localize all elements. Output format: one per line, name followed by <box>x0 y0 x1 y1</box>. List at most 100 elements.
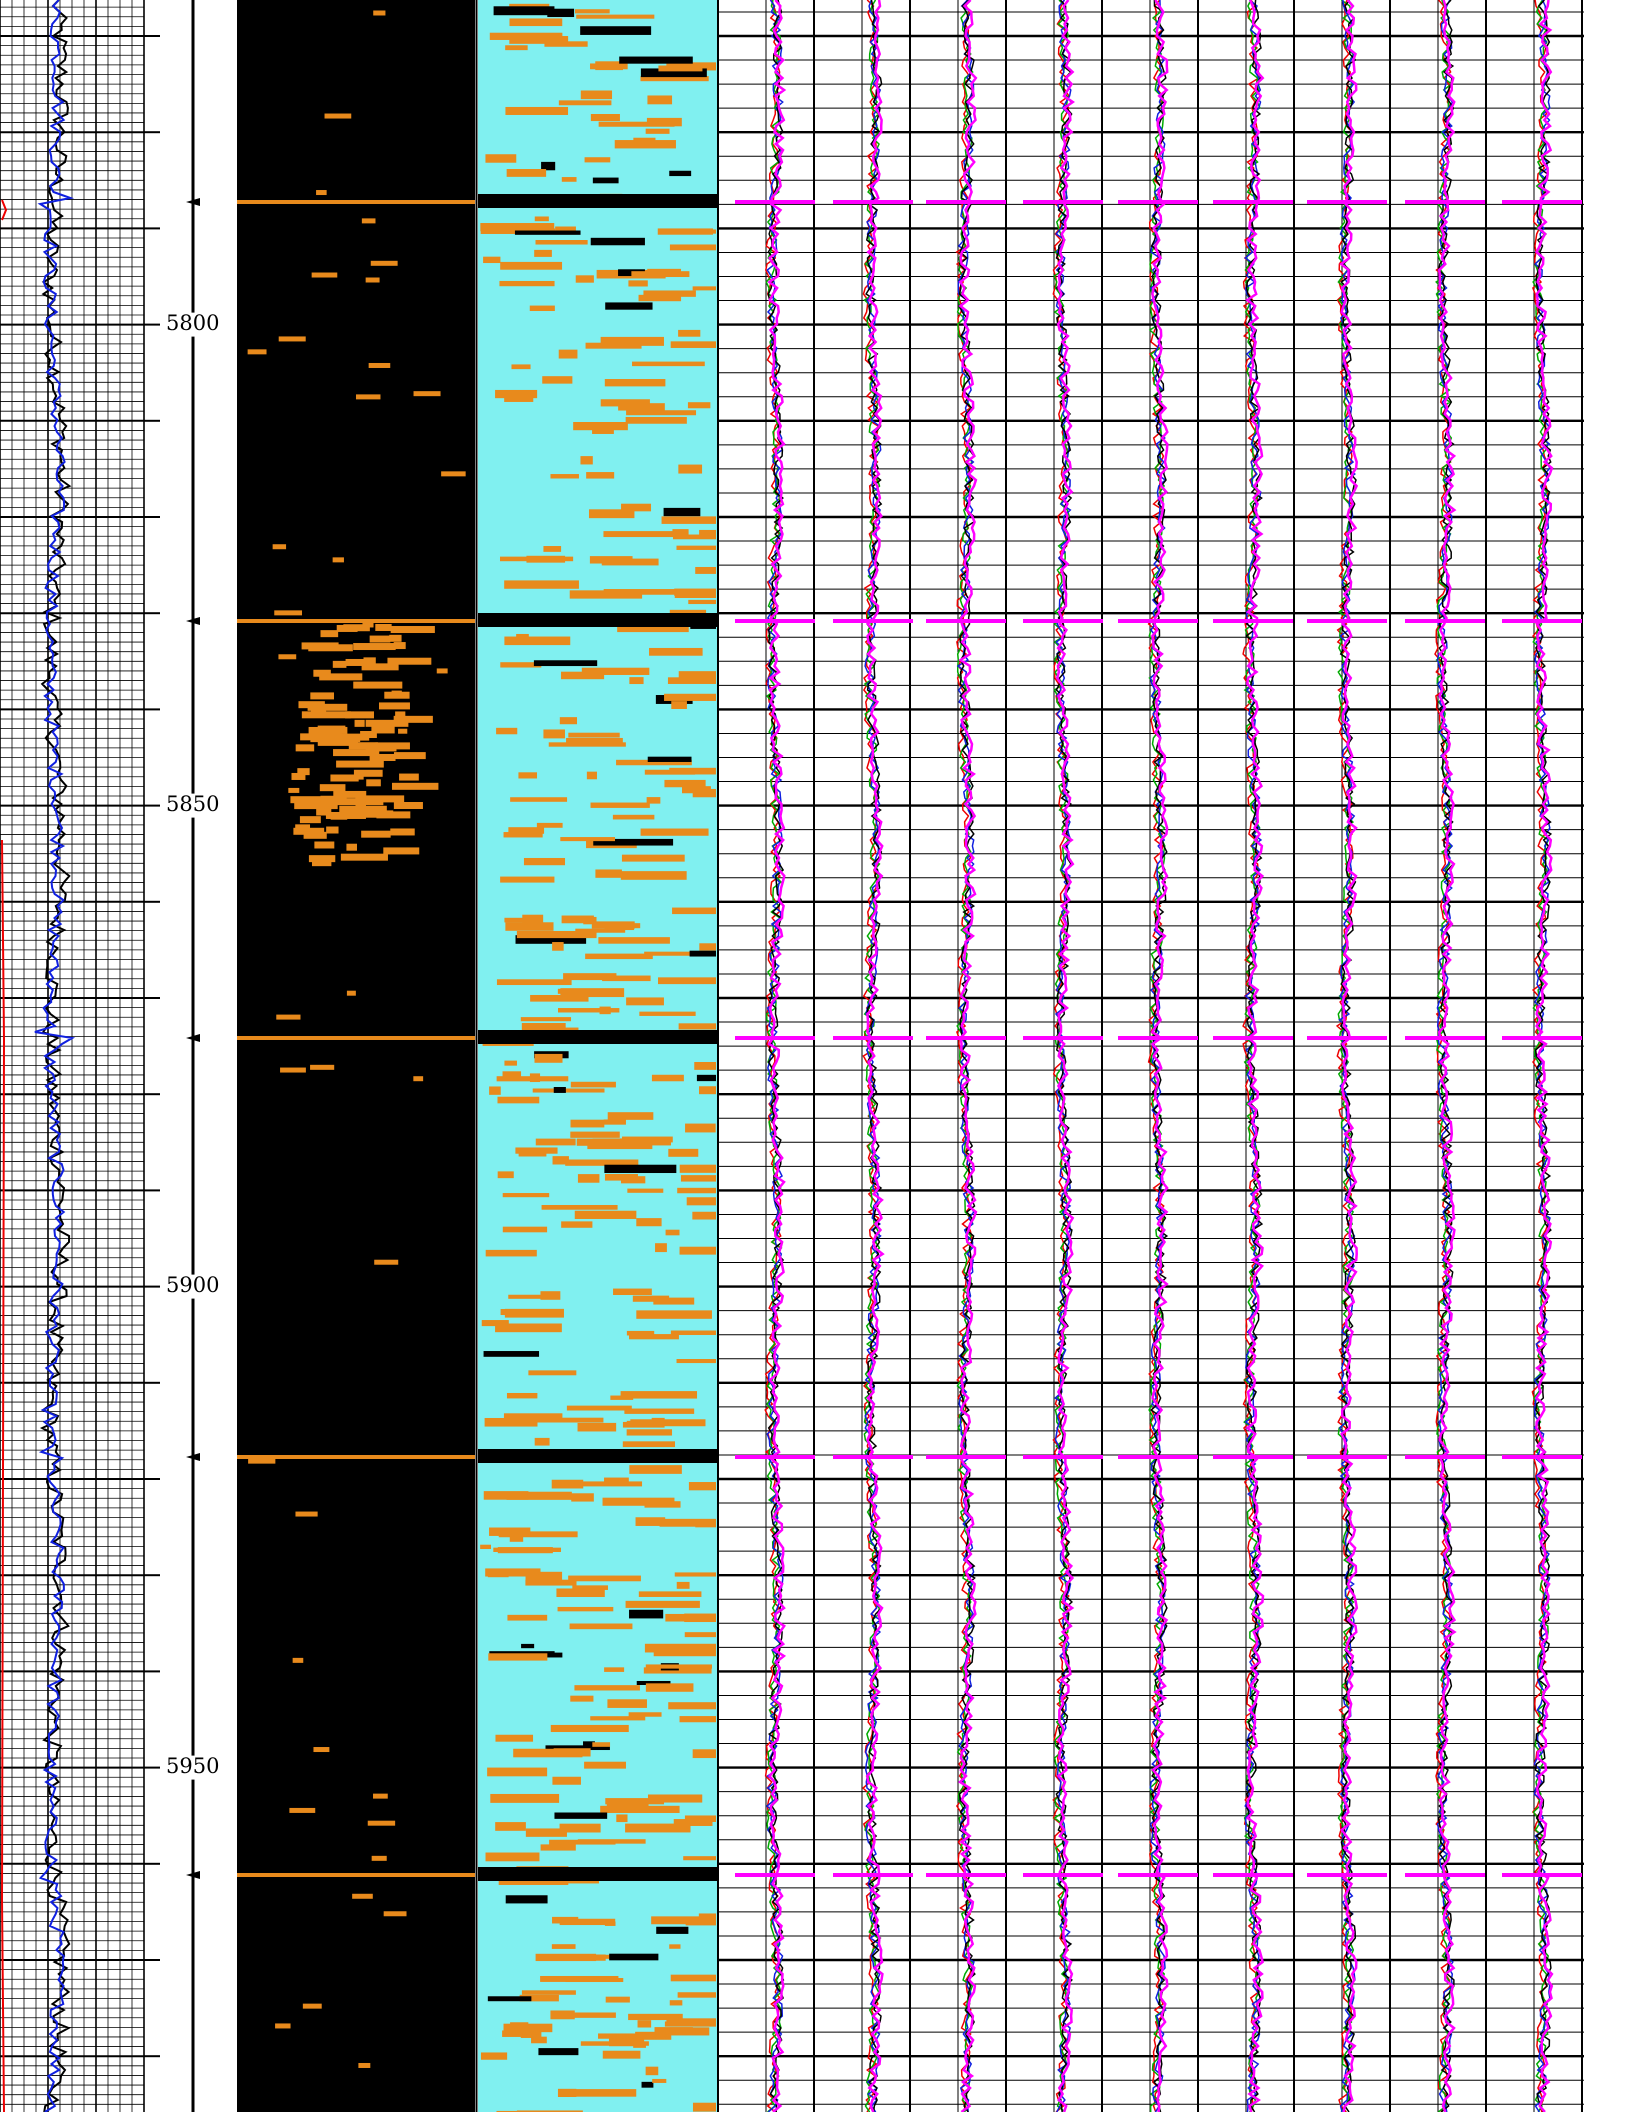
streak <box>393 752 426 760</box>
streak <box>600 399 650 407</box>
streak <box>593 838 674 846</box>
streak <box>669 2027 710 2036</box>
streak <box>584 1761 626 1769</box>
streak <box>620 1391 698 1399</box>
streak <box>310 709 327 717</box>
streak <box>502 1071 522 1079</box>
streak <box>692 1211 716 1220</box>
streak <box>684 1632 716 1638</box>
streak <box>692 2102 716 2112</box>
streak <box>332 557 344 563</box>
streak <box>590 802 650 808</box>
streak <box>505 1895 548 1904</box>
streak <box>643 1667 712 1674</box>
streak <box>605 1996 630 2003</box>
streak <box>413 1076 424 1082</box>
streak <box>289 1807 316 1813</box>
streak <box>529 1073 541 1083</box>
streak <box>360 731 377 739</box>
streak <box>390 626 435 634</box>
event-band <box>478 1449 717 1463</box>
streak <box>647 756 692 762</box>
streak <box>636 1310 712 1319</box>
streak <box>614 140 676 149</box>
streak <box>521 1990 576 1995</box>
streak <box>609 1953 659 1961</box>
streak <box>561 915 594 924</box>
log-curve <box>863 0 881 2112</box>
streak <box>625 1600 700 1608</box>
streak <box>629 1465 682 1474</box>
streak <box>503 1413 563 1419</box>
streak <box>621 854 685 862</box>
streak <box>685 1123 716 1133</box>
streak <box>485 1852 540 1862</box>
streak <box>696 1074 716 1082</box>
streak <box>692 1749 716 1759</box>
streak <box>585 953 653 960</box>
streak <box>487 1767 548 1777</box>
streak <box>574 1210 637 1219</box>
streak <box>504 917 526 923</box>
streak <box>649 647 703 656</box>
streak <box>332 660 347 668</box>
streak <box>570 1131 620 1138</box>
streak <box>535 239 588 245</box>
streak <box>575 9 610 14</box>
streak <box>345 711 374 719</box>
streak <box>509 36 569 44</box>
streak <box>639 1011 696 1016</box>
streak <box>622 1441 676 1448</box>
streak <box>533 660 598 667</box>
streak <box>644 951 703 956</box>
streak <box>608 2038 645 2047</box>
streak <box>534 216 549 222</box>
streak <box>540 1975 619 1982</box>
streak <box>515 935 587 944</box>
streak <box>345 658 369 666</box>
streak <box>669 1944 681 1949</box>
streak <box>529 305 555 312</box>
image-track-cyan <box>478 0 717 2112</box>
streak <box>548 742 626 747</box>
streak <box>643 290 696 297</box>
streak <box>625 1823 691 1833</box>
streak <box>522 914 544 924</box>
streak <box>519 1994 559 2002</box>
streak <box>679 1246 716 1255</box>
event-band <box>237 1455 475 1459</box>
streak <box>297 768 310 776</box>
streak <box>496 2110 521 2112</box>
streak <box>294 802 338 810</box>
log-curve <box>1148 0 1166 2112</box>
event-band <box>237 1036 475 1040</box>
streak <box>640 68 707 78</box>
streak <box>637 2020 652 2028</box>
streak <box>602 975 651 982</box>
streak <box>302 2003 322 2009</box>
streak <box>371 1855 387 1861</box>
streak <box>485 1568 541 1577</box>
streak <box>534 1053 563 1063</box>
streak <box>365 277 380 283</box>
streak <box>646 117 682 127</box>
streak <box>629 677 644 685</box>
streak <box>618 403 665 411</box>
streak <box>362 620 374 628</box>
streak <box>480 1544 491 1550</box>
streak <box>308 855 336 863</box>
streak <box>313 669 331 677</box>
streak <box>602 2050 641 2059</box>
streak <box>521 1023 566 1031</box>
streak <box>340 853 388 861</box>
log-curve <box>1245 0 1265 2112</box>
streak <box>389 634 402 642</box>
streak <box>571 1493 594 1502</box>
streak <box>655 1243 667 1253</box>
streak <box>503 2023 553 2033</box>
streak <box>488 1653 548 1661</box>
log-curve <box>1534 0 1554 2112</box>
streak <box>320 795 347 803</box>
streak <box>626 410 697 416</box>
streak <box>504 636 571 646</box>
